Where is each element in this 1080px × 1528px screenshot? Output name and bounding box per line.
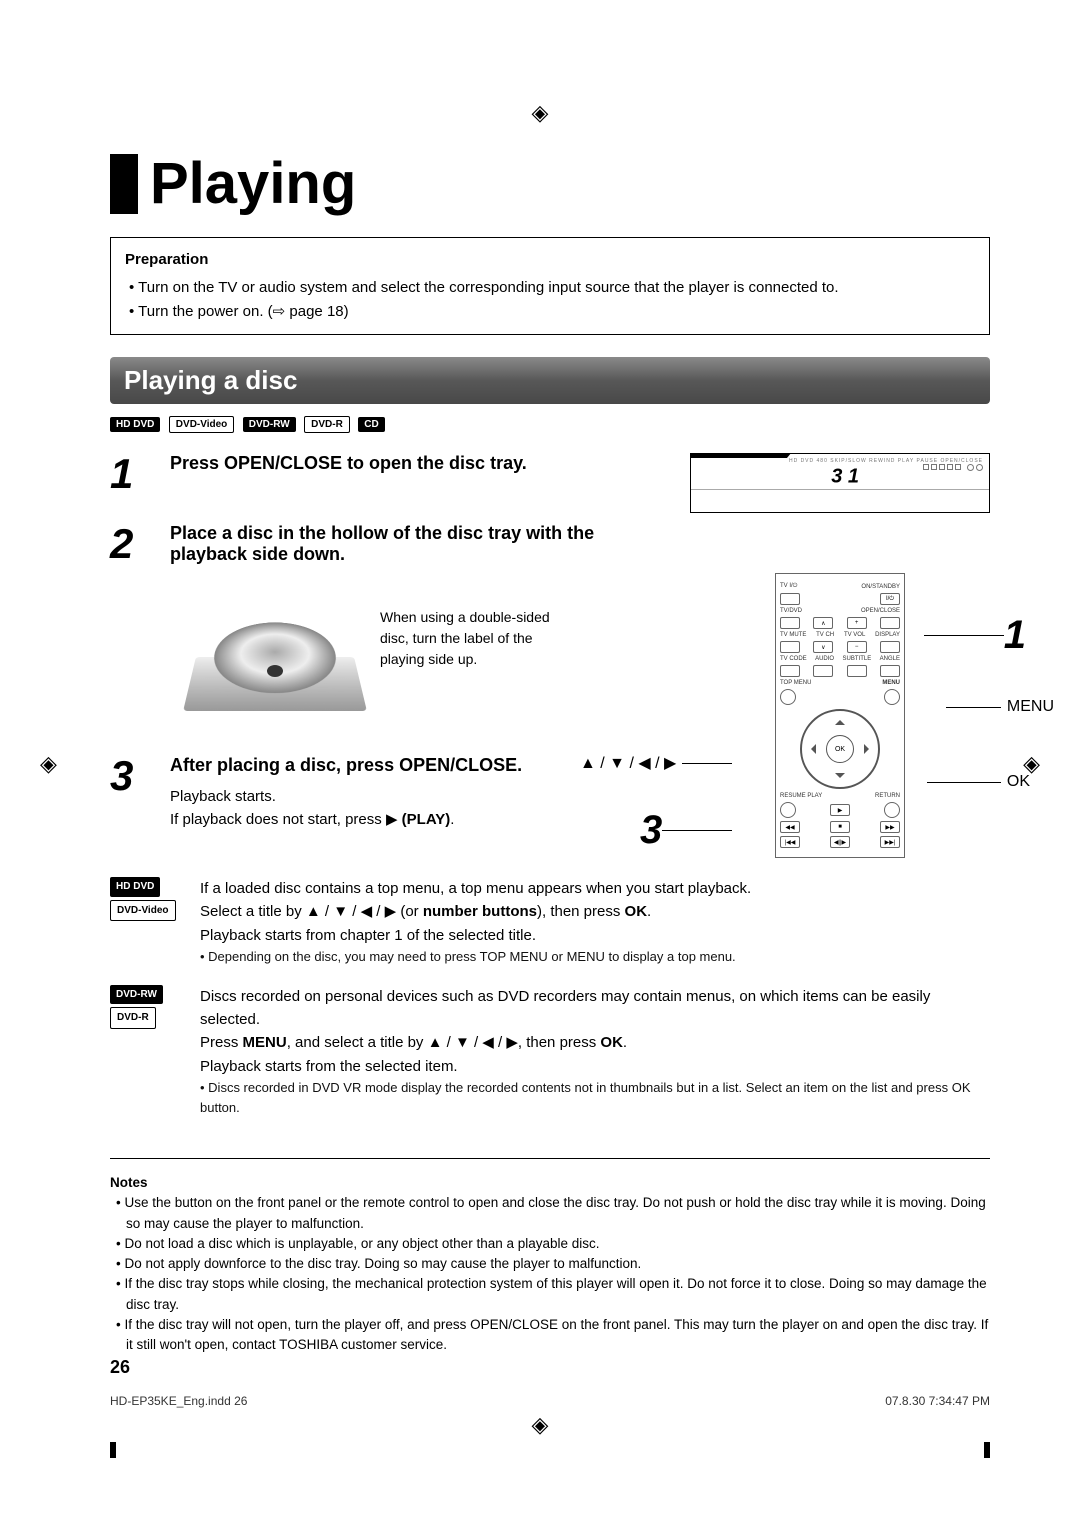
step-1: 1 Press OPEN/CLOSE to open the disc tray… [110,453,670,495]
fmt-tag: HD DVD [110,877,160,897]
info-block-1: HD DVD DVD-Video If a loaded disc contai… [110,877,990,967]
callout-arrows: ▲ / ▼ / ◀ / ▶ [580,753,732,773]
footer-right: 07.8.30 7:34:47 PM [885,1394,990,1408]
info-line: Press MENU, and select a title by ▲ / ▼ … [200,1031,990,1054]
info-line: Select a title by ▲ / ▼ / ◀ / ▶ (or numb… [200,900,751,923]
section-bar: Playing a disc [110,357,990,404]
player-readout: 3 1 [831,466,859,489]
fmt-tag: DVD-Video [110,900,176,922]
info-sub: Discs recorded in DVD VR mode display th… [200,1078,990,1118]
callout-ok: OK [927,773,1030,791]
info-line: Discs recorded on personal devices such … [200,985,990,1032]
callout-menu: MENU [946,698,1054,716]
fmt-tag: DVD-R [110,1007,156,1029]
remote-diagram: TV I/⏻ON/STANDBY I/⏻ TV/DVDOPEN/CLOSE ∧+… [690,573,990,858]
callout-1: 1 [924,613,1026,658]
note-item: Do not load a disc which is unplayable, … [116,1234,990,1254]
info-block-2: DVD-RW DVD-R Discs recorded on personal … [110,985,990,1118]
note-item: If the disc tray stops while closing, th… [116,1274,990,1315]
info-line: If a loaded disc contains a top menu, a … [200,877,751,900]
notes-section: Notes Use the button on the front panel … [110,1173,990,1355]
fmt-tag: CD [358,417,384,432]
step-text: If playback does not start, press ▶ (PLA… [170,809,670,832]
notes-header: Notes [110,1173,990,1193]
ok-button: OK [826,735,854,763]
chapter-bar-icon [110,154,138,214]
step-title: Place a disc in the hollow of the disc t… [170,523,670,565]
fmt-tag: DVD-R [304,416,350,433]
step-title: Press OPEN/CLOSE to open the disc tray. [170,453,670,474]
info-line: Playback starts from the selected item. [200,1055,990,1078]
chapter-title: Playing [110,150,990,217]
step-number: 2 [110,523,170,727]
step-note: When using a double-sided disc, turn the… [380,607,550,670]
fmt-tag: DVD-RW [243,417,296,432]
dpad-icon: OK [800,709,880,789]
step-number: 3 [110,755,170,831]
chapter-title-text: Playing [150,150,356,217]
fmt-tag: DVD-Video [169,416,235,433]
preparation-box: Preparation Turn on the TV or audio syst… [110,237,990,335]
step-2: 2 Place a disc in the hollow of the disc… [110,523,670,727]
fmt-tag: DVD-RW [110,985,163,1005]
preparation-header: Preparation [125,248,975,272]
trim-marks [110,1442,990,1458]
crop-mark-left: ◈ [40,751,57,777]
format-tags-row: HD DVD DVD-Video DVD-RW DVD-R CD [110,414,990,433]
footer: HD-EP35KE_Eng.indd 26 07.8.30 7:34:47 PM [110,1394,990,1408]
prep-item: Turn the power on. (⇨ page 18) [129,300,975,324]
player-front-icon: 3 1 HD DVD 480 SKIP/SLOW REWIND PLAY PAU… [690,453,990,513]
page-number: 26 [110,1357,130,1378]
section-title: Playing a disc [124,365,297,395]
divider [110,1158,990,1159]
note-item: Use the button on the front panel or the… [116,1193,990,1234]
prep-item: Turn on the TV or audio system and selec… [129,276,975,300]
fmt-tag: HD DVD [110,417,160,432]
info-sub: Depending on the disc, you may need to p… [200,947,751,967]
note-item: If the disc tray will not open, turn the… [116,1315,990,1356]
footer-left: HD-EP35KE_Eng.indd 26 [110,1394,247,1408]
note-item: Do not apply downforce to the disc tray.… [116,1254,990,1274]
crop-mark-top: ◈ [532,100,549,126]
disc-image [190,587,360,717]
info-line: Playback starts from chapter 1 of the se… [200,924,751,947]
crop-mark-bottom: ◈ [532,1412,549,1438]
step-text: Playback starts. [170,786,670,809]
step-number: 1 [110,453,170,495]
callout-3: 3 [640,808,732,853]
